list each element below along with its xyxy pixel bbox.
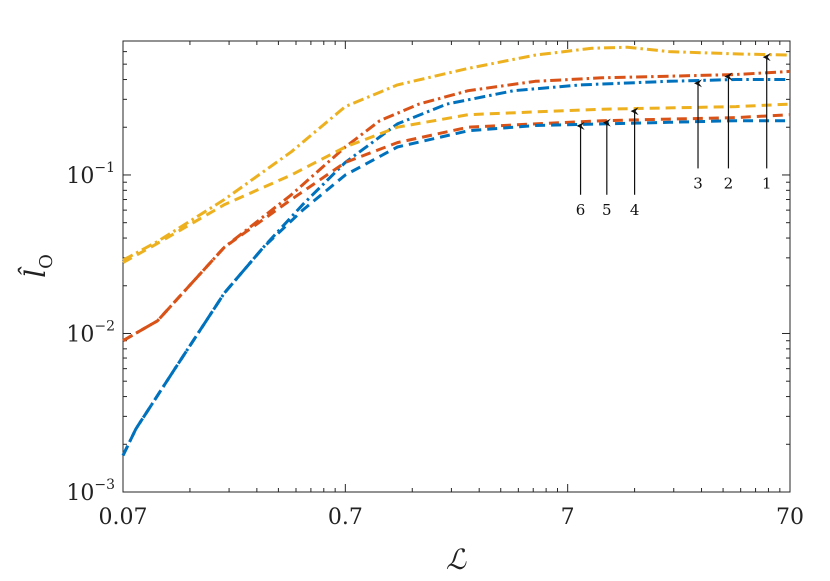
annotations: 1 2 3 456 <box>576 53 772 219</box>
x-tick-label: 7 <box>561 505 575 530</box>
tick-labels: 0.07 0.7 7 70 10−3 10−2 10−1 <box>66 160 804 530</box>
series-line-6 <box>121 119 790 457</box>
x-axis-label: ℒ <box>446 543 467 576</box>
series-line-2 <box>122 69 791 343</box>
series-line-1 <box>122 45 791 262</box>
y-axis-label: l̂O <box>18 254 57 278</box>
y-axis-label-sub: O <box>36 254 57 269</box>
annotation-label-6: 6 <box>576 201 586 219</box>
x-tick-label: 70 <box>776 505 804 530</box>
svg-text:l̂O: l̂O <box>18 254 57 278</box>
y-tick-label: 10−3 <box>66 477 115 506</box>
annotation-label-1: 1 <box>762 174 772 192</box>
x-tick-label: 0.07 <box>99 505 148 530</box>
annotation-label-4: 4 <box>630 201 640 219</box>
y-tick-label: 10−2 <box>66 318 115 347</box>
annotation-label-3: 3 <box>693 174 703 192</box>
plot-area <box>122 40 791 493</box>
series-line-4 <box>122 102 791 264</box>
series-line-5 <box>122 113 791 343</box>
series-lines <box>121 45 791 457</box>
annotation-label-5: 5 <box>602 201 612 219</box>
x-tick-label: 0.7 <box>328 505 363 530</box>
y-tick-label: 10−1 <box>66 160 115 189</box>
annotation-label-2: 2 <box>724 174 734 192</box>
